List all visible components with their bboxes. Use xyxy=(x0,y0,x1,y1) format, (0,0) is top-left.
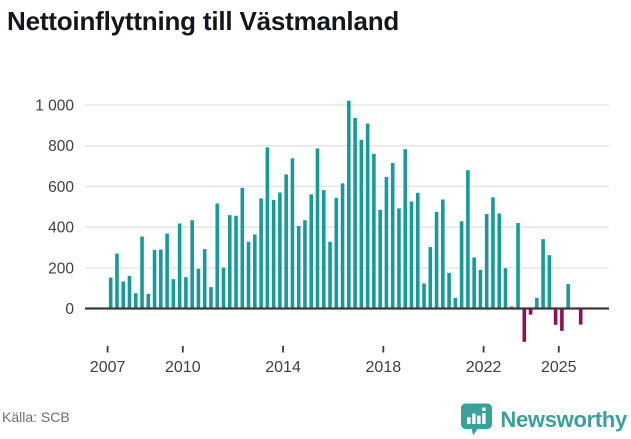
bar xyxy=(108,277,113,309)
y-axis-tick-label: 1 000 xyxy=(35,98,74,115)
y-axis-tick-label: 0 xyxy=(65,301,74,318)
x-axis-tick-label: 2014 xyxy=(265,359,301,376)
bar xyxy=(334,197,339,309)
bar xyxy=(184,277,188,309)
bar xyxy=(553,308,558,325)
bar xyxy=(441,199,445,309)
x-axis-tick-label: 2018 xyxy=(366,359,402,376)
bar xyxy=(303,220,307,309)
x-axis-tick-label: 2022 xyxy=(466,359,502,376)
newsworthy-badge-icon xyxy=(461,403,493,436)
bar xyxy=(491,197,495,309)
chart-title: Nettoinflyttning till Västmanland xyxy=(7,6,400,36)
bar xyxy=(466,170,470,309)
bar xyxy=(221,267,226,309)
bar xyxy=(152,249,157,309)
bar xyxy=(309,194,314,309)
bar xyxy=(159,249,163,309)
bar xyxy=(196,268,201,309)
bar xyxy=(522,308,527,342)
bar xyxy=(296,226,301,309)
bar xyxy=(403,149,408,309)
bar xyxy=(177,223,182,309)
bar xyxy=(447,272,451,309)
y-axis-tick-label: 600 xyxy=(48,179,74,196)
bar xyxy=(535,297,539,309)
bar xyxy=(121,281,126,309)
bar xyxy=(171,279,176,309)
source-label: Källa: SCB xyxy=(2,409,70,425)
bar xyxy=(146,293,151,309)
bar xyxy=(265,147,270,309)
bar xyxy=(409,201,414,309)
bar xyxy=(428,247,433,309)
bar xyxy=(347,100,351,309)
bar xyxy=(133,293,138,309)
bar xyxy=(240,187,245,309)
bar xyxy=(560,308,564,331)
bar xyxy=(365,123,370,309)
bar xyxy=(278,192,282,309)
bar xyxy=(215,203,220,309)
bar xyxy=(378,209,382,309)
bar xyxy=(472,257,476,309)
brand-name: Newsworthy xyxy=(500,407,627,432)
bar xyxy=(140,236,144,309)
bar xyxy=(503,268,508,309)
bar xyxy=(434,211,439,309)
bar xyxy=(328,241,332,309)
bar xyxy=(315,148,320,309)
bar xyxy=(578,308,583,325)
newsworthy-logo: Newsworthy xyxy=(460,402,627,438)
bar xyxy=(353,117,357,309)
bar xyxy=(453,297,458,309)
bar xyxy=(547,255,552,309)
bar xyxy=(115,253,119,309)
bar xyxy=(209,287,213,309)
bar xyxy=(415,192,420,309)
bar xyxy=(566,284,570,309)
bar xyxy=(497,213,502,309)
bar xyxy=(516,223,520,309)
bar xyxy=(390,163,395,309)
bar xyxy=(202,249,207,309)
bar xyxy=(384,176,389,309)
bar xyxy=(284,174,288,309)
bar xyxy=(234,215,238,309)
bar xyxy=(165,233,169,309)
bar xyxy=(321,190,326,309)
bar xyxy=(541,239,545,309)
x-axis-tick-label: 2010 xyxy=(165,359,201,376)
bar xyxy=(246,241,251,309)
bar xyxy=(290,158,295,309)
x-axis-tick-label: 2007 xyxy=(90,359,126,376)
bar xyxy=(190,220,194,309)
bar xyxy=(528,308,533,315)
bar xyxy=(478,269,483,309)
bar xyxy=(359,139,364,309)
bar xyxy=(253,234,257,309)
bar xyxy=(271,200,276,309)
bar xyxy=(372,153,376,309)
bar xyxy=(459,221,464,309)
bar xyxy=(340,183,345,309)
bar xyxy=(397,208,401,309)
bar xyxy=(422,283,426,309)
y-axis-tick-label: 200 xyxy=(48,260,74,277)
bar xyxy=(259,198,263,309)
y-axis-tick-label: 800 xyxy=(48,138,74,155)
bar xyxy=(127,275,132,309)
bar xyxy=(484,214,489,309)
bar xyxy=(227,215,232,309)
x-axis-tick-label: 2025 xyxy=(541,359,577,376)
y-axis-tick-label: 400 xyxy=(48,220,74,237)
